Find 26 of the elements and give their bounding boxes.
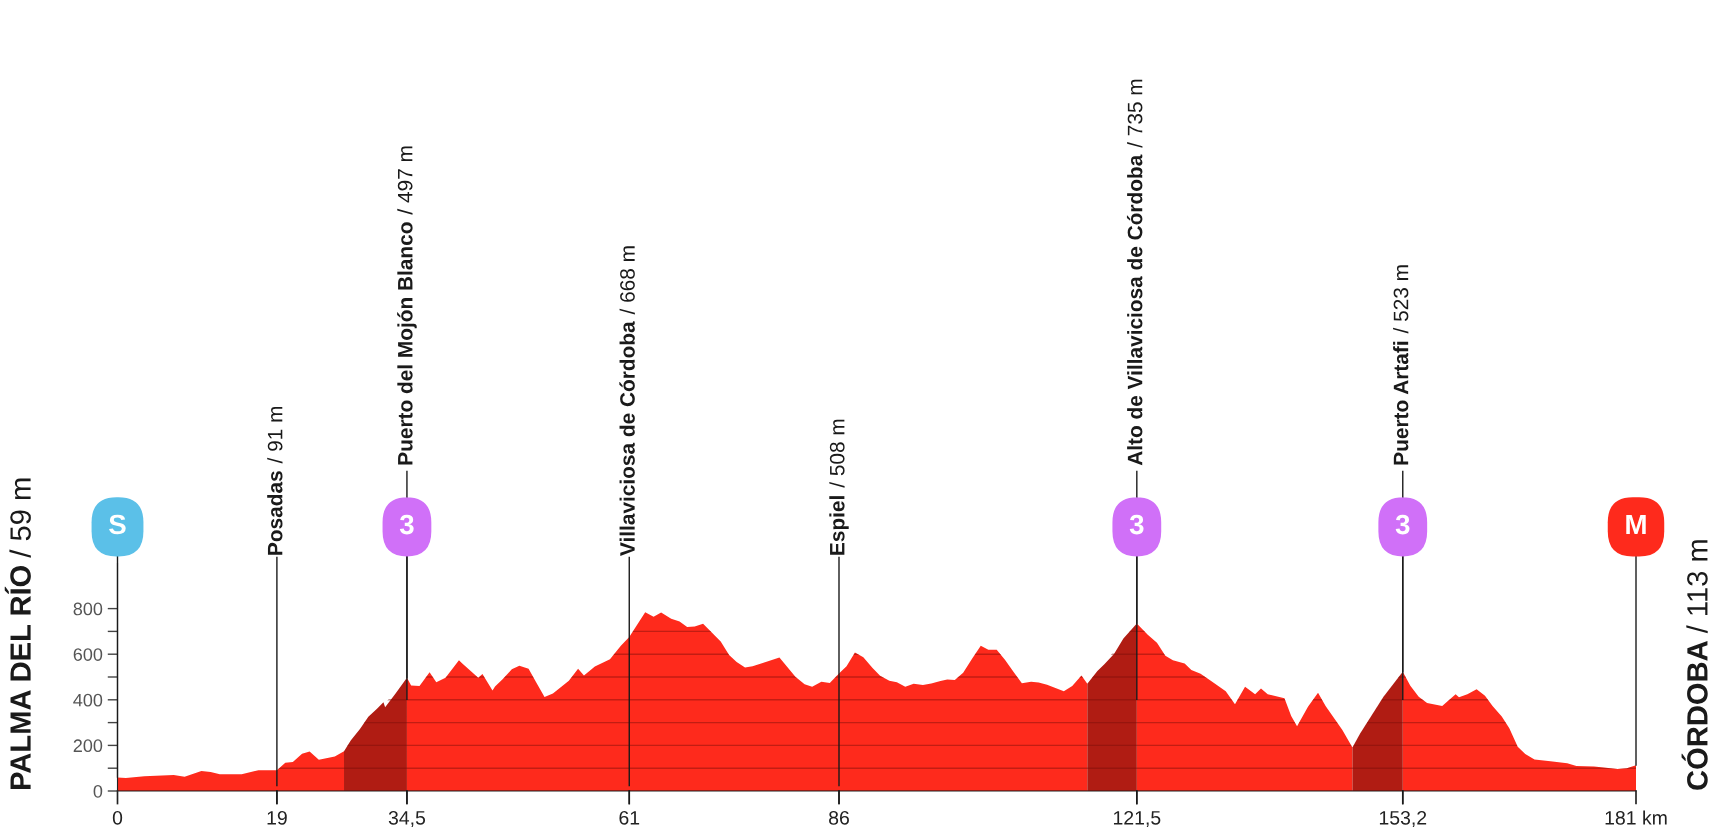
x-tick-label: 153,2 — [1379, 810, 1427, 828]
annotation: S — [109, 514, 126, 535]
y-tick-label: 600 — [73, 648, 103, 661]
text: PALMA DEL RÍO / 59 m — [4, 478, 31, 790]
annotation: 3 — [1129, 514, 1144, 535]
annotation: 3 — [399, 514, 414, 535]
y-tick-label: 200 — [73, 739, 103, 753]
ref-line-label: Villaviciosa de Córdoba / 668 m — [619, 246, 635, 556]
ref-line-label: Posadas / 91 m — [267, 406, 283, 555]
y-tick-label: 400 — [73, 693, 103, 707]
text: CÓRDOBA / 113 m — [1681, 540, 1708, 790]
y-tick-label: 0 — [93, 784, 103, 798]
x-tick-label: 0 — [112, 810, 123, 825]
ref-line-label: Alto de Villaviciosa de Córdoba / 735 m — [1126, 79, 1143, 466]
x-tick-label: 181 km — [1605, 810, 1667, 825]
ref-line-label: Puerto Artafi / 523 m — [1393, 265, 1409, 465]
x-tick-label: 121,5 — [1113, 810, 1161, 828]
annotation: 3 — [1395, 514, 1410, 535]
annotation: M — [1626, 514, 1646, 535]
y-tick-label: 800 — [73, 602, 103, 616]
x-tick-label: 86 — [829, 810, 849, 825]
ref-line-label: Puerto del Mojón Blanco / 497 m — [397, 146, 417, 465]
x-tick-label: 61 — [619, 810, 640, 825]
x-tick-label: 19 — [267, 810, 287, 825]
x-tick-label: 34,5 — [388, 810, 426, 828]
ref-line-label: Espiel / 508 m — [829, 419, 849, 555]
